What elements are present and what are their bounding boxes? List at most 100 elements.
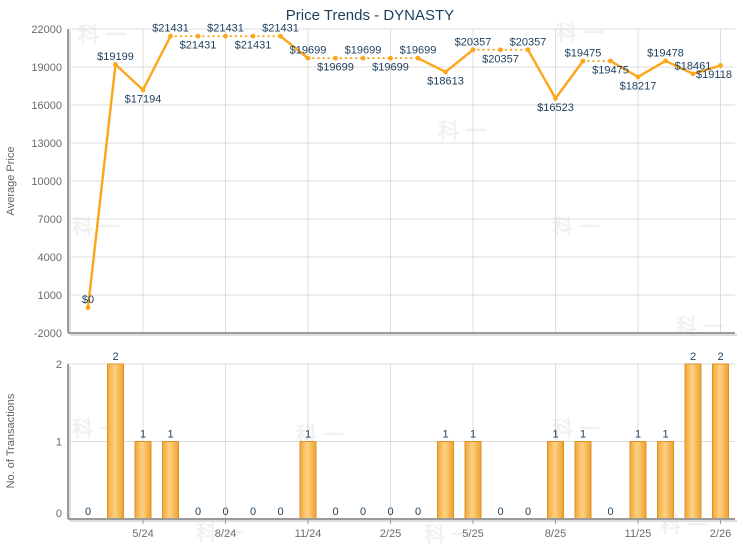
price-point-marker — [333, 55, 338, 61]
transaction-value-label: 1 — [305, 429, 311, 441]
transaction-value-label: 1 — [662, 429, 668, 441]
transaction-value-label: 0 — [195, 506, 201, 518]
price-point-marker — [663, 58, 668, 64]
price-point-marker — [168, 33, 173, 39]
transactions-axes — [67, 364, 737, 524]
price-line-segment — [444, 48, 474, 73]
price-point-label: $19699 — [345, 45, 382, 57]
transaction-value-label: 0 — [332, 506, 338, 518]
price-point-label: $21431 — [235, 40, 272, 52]
transactions-ytick-labels: 0 1 2 — [56, 359, 62, 520]
price-ytick-label: -2000 — [34, 328, 62, 340]
transaction-bar — [162, 441, 179, 520]
price-line-segment — [554, 60, 584, 100]
price-point-label: $20357 — [510, 36, 547, 48]
price-ytick-label: 19000 — [31, 62, 62, 74]
price-point-marker — [250, 33, 256, 39]
transactions-ytick-label: 1 — [56, 437, 62, 449]
price-point-marker — [690, 71, 696, 77]
price-ytick-label: 7000 — [38, 214, 62, 226]
watermark-text: 科一 — [438, 119, 492, 143]
transaction-value-label: 1 — [635, 429, 641, 441]
price-point-label: $21431 — [180, 40, 217, 52]
price-line-segment — [279, 35, 309, 60]
price-ytick-label: 1000 — [38, 290, 62, 302]
transaction-value-label: 1 — [470, 429, 476, 441]
price-point-label: $19699 — [317, 62, 354, 74]
transaction-bar — [657, 441, 674, 520]
price-line-segment — [664, 59, 694, 75]
price-point-label: $21431 — [207, 23, 244, 35]
transaction-value-label: 1 — [167, 429, 173, 441]
transaction-value-label: 0 — [497, 506, 503, 518]
price-point-marker — [635, 74, 641, 80]
transaction-value-label: 0 — [525, 506, 531, 518]
transaction-value-label: 2 — [112, 351, 118, 363]
transaction-value-label: 0 — [387, 506, 393, 518]
price-points — [85, 33, 723, 311]
transaction-bar — [547, 441, 564, 520]
watermark-text: 科一 — [78, 23, 132, 47]
y-axis-title-transactions: No. of Transactions — [5, 393, 17, 488]
transaction-value-label: 0 — [222, 506, 228, 518]
chart-render-layer: 2200019000160001300010000700040001000-20… — [31, 23, 737, 540]
transaction-value-label: 1 — [580, 429, 586, 441]
transaction-bar — [574, 441, 592, 520]
price-point-label: $18613 — [427, 75, 464, 87]
price-point-label: $19699 — [400, 45, 437, 57]
price-point-label: $18217 — [620, 80, 657, 92]
price-ytick-label: 10000 — [31, 176, 62, 188]
transaction-value-labels: 0 2 1 1 0 0 0 0 1 0 0 0 0 1 1 0 0 1 1 0 1 1 2 2 — [85, 351, 724, 518]
transaction-bar — [464, 441, 482, 520]
x-tick-label: 11/25 — [625, 528, 652, 540]
price-axes — [67, 29, 737, 336]
price-point-label: $18461 — [675, 60, 712, 72]
price-ytick-label: 4000 — [38, 252, 62, 264]
price-point-marker — [718, 63, 723, 68]
x-tick-label: 8/25 — [545, 528, 566, 540]
transaction-bar — [437, 441, 454, 520]
price-ytick-label: 16000 — [31, 100, 62, 112]
price-point-label: $19478 — [647, 47, 684, 59]
x-tick-label: 5/25 — [462, 528, 483, 540]
transaction-value-label: 0 — [250, 506, 256, 518]
price-point-labels: $0 $19199 $17194 $21431 $21431 $21431 $21431 $2… — [82, 23, 732, 306]
price-point-marker — [85, 305, 91, 311]
price-point-marker — [553, 95, 558, 101]
price-point-marker — [360, 55, 366, 61]
watermark-text: 科一 — [196, 521, 250, 545]
price-point-label: $19699 — [290, 45, 327, 57]
transaction-bar — [712, 363, 729, 520]
transaction-value-label: 2 — [717, 351, 723, 363]
price-point-label: $19118 — [696, 69, 732, 81]
price-point-marker — [498, 47, 503, 53]
price-ytick-labels: 22000 19000 16000 13000 10000 7000 4000 1000 -20… — [31, 24, 62, 340]
price-point-marker — [525, 47, 531, 53]
price-point-label: $0 — [82, 294, 94, 306]
price-point-label: $19199 — [97, 51, 134, 63]
price-point-label: $21431 — [152, 23, 189, 35]
watermark-text: 科一 — [424, 523, 478, 547]
x-tick-label: 2/25 — [380, 528, 401, 540]
transaction-value-label: 1 — [442, 429, 448, 441]
price-point-marker — [470, 47, 476, 53]
watermark-text: 科一 — [552, 417, 606, 441]
price-point-marker — [443, 69, 448, 75]
price-point-marker — [415, 55, 421, 61]
price-point-marker — [113, 62, 118, 67]
transaction-value-label: 0 — [415, 506, 421, 518]
price-point-label: $16523 — [537, 102, 574, 114]
x-tick-label: 11/24 — [295, 528, 322, 540]
price-line-segment — [141, 35, 172, 91]
y-axis-title-average-price: Average Price — [5, 147, 17, 216]
price-point-label: $20357 — [455, 36, 492, 48]
price-point-marker — [580, 58, 586, 64]
transaction-bar — [134, 441, 152, 520]
price-line-segment — [417, 57, 447, 73]
price-point-label: $17194 — [125, 93, 162, 105]
transaction-bar — [299, 441, 317, 520]
price-point-marker — [608, 58, 613, 64]
price-point-marker — [140, 87, 146, 93]
price-line-segment — [692, 64, 721, 75]
